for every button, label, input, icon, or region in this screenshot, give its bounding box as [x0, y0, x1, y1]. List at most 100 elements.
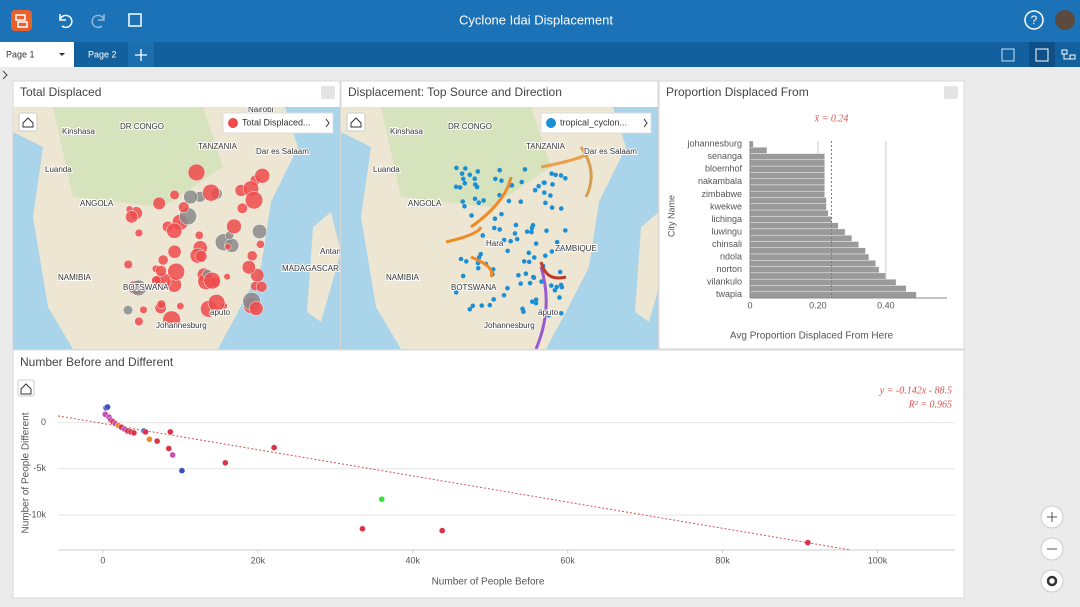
map-symbol: [178, 201, 190, 213]
y-tick-label: bloemhof: [705, 164, 743, 174]
point: [153, 437, 161, 445]
map-symbol: [552, 288, 558, 293]
y-axis-title: Number of People Different: [21, 412, 32, 533]
x-tick-label: 0: [100, 555, 105, 565]
map-home[interactable]: [346, 112, 366, 132]
avatar[interactable]: [1055, 10, 1075, 30]
map-symbol: [497, 227, 502, 232]
undo[interactable]: [59, 14, 73, 29]
y-tick-label: kwekwe: [710, 201, 742, 211]
charts: 0 0.20 0.40 johannesburg senanga bloemhof naka…: [21, 113, 955, 588]
layout-icon[interactable]: [1001, 48, 1015, 62]
map-label: Nairobi: [248, 105, 274, 114]
y-tick-label: senanga: [707, 151, 742, 161]
map-symbol: [155, 265, 167, 277]
settings[interactable]: [1040, 569, 1064, 593]
flow-arrow: [539, 261, 567, 280]
bar: [749, 241, 859, 248]
legend-label: Total Displaced...: [242, 117, 311, 127]
map-symbol: [558, 246, 564, 252]
card-action[interactable]: [321, 86, 335, 99]
map-symbol: [549, 249, 555, 254]
legend-swatch: [228, 118, 238, 128]
y-tick-label: 0: [41, 417, 46, 427]
map-symbol: [497, 192, 502, 198]
x-tick-label: 80k: [715, 555, 730, 565]
map-symbol: [176, 302, 185, 311]
map-symbol: [248, 301, 264, 316]
tab-menu[interactable]: [59, 53, 65, 56]
legend-swatch: [546, 118, 556, 128]
settings-icon: [1046, 575, 1058, 587]
map-symbol: [531, 255, 537, 260]
map-symbol: [151, 275, 162, 286]
maps: Nairobi Kinshasa DR CONGO TANZANIA Dar es Sa…: [13, 105, 658, 349]
x-axis-title: Avg Proportion Displaced From Here: [730, 331, 894, 342]
map: Nairobi Kinshasa DR CONGO TANZANIA Dar es Sa…: [13, 105, 341, 349]
map-symbol: [167, 244, 182, 259]
map-label: Antan: [320, 247, 341, 256]
map: Kinshasa DR CONGO TANZANIA Dar es Salaam Lua…: [341, 107, 658, 349]
map-label: Dar es Salaam: [584, 147, 637, 156]
help[interactable]: [1024, 10, 1044, 30]
map-symbol: [526, 259, 532, 265]
map-home[interactable]: [18, 112, 38, 132]
bar: [749, 153, 825, 161]
map-symbol: [463, 259, 469, 264]
card-view[interactable]: [1029, 42, 1055, 67]
legend-chip[interactable]: [540, 112, 652, 134]
bar: [749, 165, 825, 173]
map-label: BOTSWANA: [123, 283, 169, 292]
map-label: Hara: [486, 239, 504, 248]
home-button[interactable]: [17, 379, 35, 397]
point: [169, 451, 176, 459]
map-symbol: [470, 303, 476, 309]
legend-arrow: [325, 118, 330, 128]
map-symbol: [479, 303, 485, 308]
bar: [749, 178, 825, 186]
map-symbol: [457, 185, 463, 190]
map-symbol: [476, 200, 482, 206]
expand-panel[interactable]: [2, 70, 8, 80]
map-symbol: [518, 281, 524, 286]
x-tick-label: 20k: [251, 555, 266, 565]
y-tick-label: norton: [716, 264, 742, 274]
save[interactable]: [128, 13, 142, 27]
map-symbol: [156, 299, 166, 309]
point: [222, 459, 229, 467]
bar: [749, 234, 853, 242]
flow-arrow: [534, 266, 548, 349]
bar: [749, 197, 827, 205]
map-symbol: [130, 279, 147, 297]
bar: [749, 260, 876, 267]
redo[interactable]: [91, 14, 105, 29]
logo-mark: [15, 14, 28, 28]
map-label: Dar es Salaam: [256, 147, 309, 156]
map-symbol: [548, 193, 553, 198]
legend-chip[interactable]: [222, 112, 334, 134]
map-symbol: [522, 167, 528, 172]
point: [359, 525, 366, 532]
map-symbol: [460, 176, 466, 182]
map-symbol: [558, 310, 564, 316]
x-tick-label: 0: [747, 300, 752, 310]
point: [178, 467, 186, 474]
map-symbol: [472, 196, 478, 202]
map-label: Luanda: [373, 165, 400, 174]
map-symbol: [558, 282, 564, 288]
data-view[interactable]: [1061, 49, 1076, 60]
flow-arrow: [540, 150, 592, 169]
map-symbol: [453, 290, 459, 295]
x-tick-label: 0.40: [877, 300, 895, 310]
card[interactable]: [12, 349, 965, 599]
map-symbol: [527, 280, 533, 286]
tab[interactable]: [74, 42, 128, 67]
x-tick-label: 100k: [868, 555, 888, 565]
card-action[interactable]: [944, 86, 958, 99]
map-symbol: [453, 184, 459, 190]
map-symbol: [492, 216, 498, 221]
plus-icon: [135, 49, 147, 61]
map-symbol: [256, 239, 265, 249]
point: [142, 428, 149, 436]
